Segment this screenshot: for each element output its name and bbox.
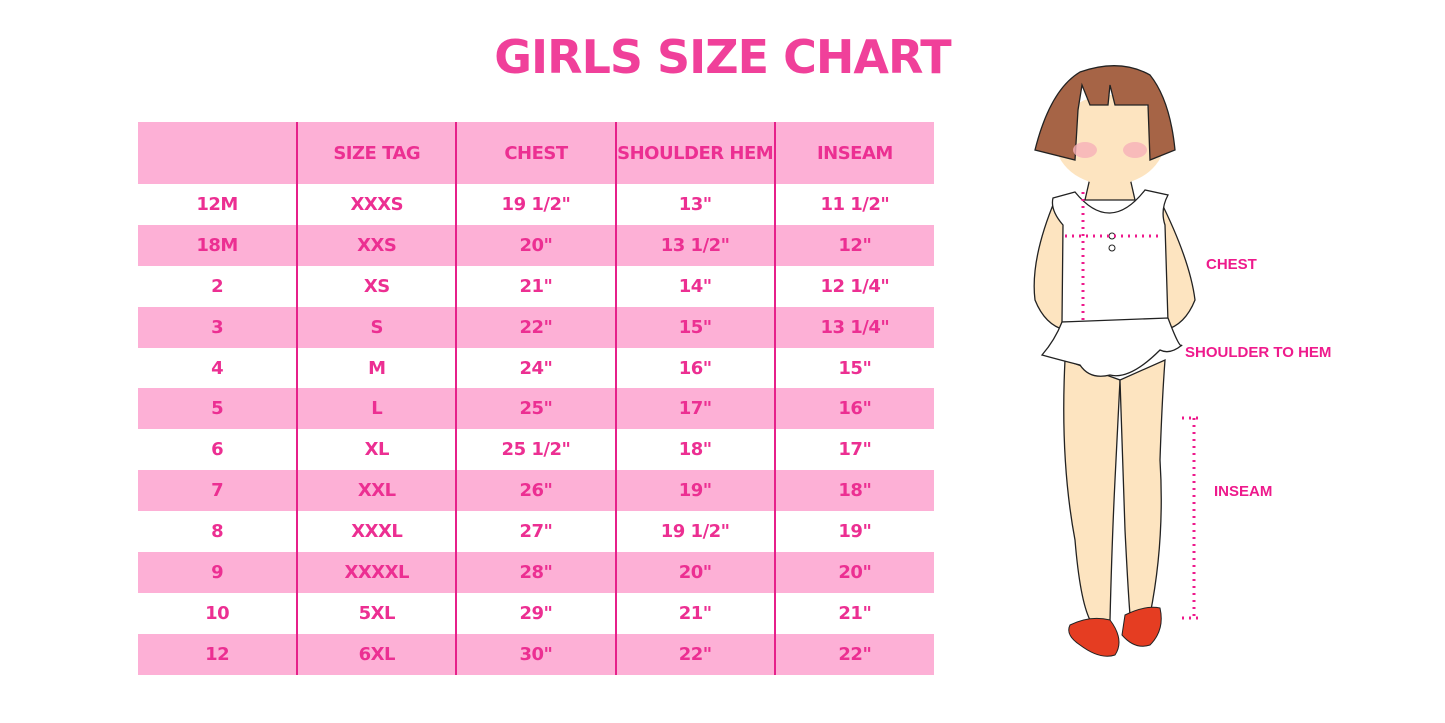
table-cell: 21" (614, 592, 775, 634)
column-header: SIZE TAG (296, 122, 457, 184)
table-cell: 29" (455, 592, 616, 634)
table-cell: 19 1/2" (455, 184, 616, 225)
table-cell: 2 (211, 275, 224, 297)
table-cell: 15" (614, 306, 775, 348)
table-cell: L (296, 388, 457, 430)
table-row: 12 6XL 30" 22" 22" (138, 633, 934, 675)
table-row: 3 S 22" 15" 13 1/4" (138, 306, 934, 348)
table-cell: 16" (773, 388, 934, 430)
table-cell: M (296, 347, 457, 389)
column-header: CHEST (455, 122, 616, 184)
table-cell: 7 (211, 480, 224, 502)
table-cell: 13" (614, 184, 775, 225)
table-cell: 24" (455, 347, 616, 389)
table-cell: XXS (296, 224, 457, 266)
table-row: 5 L 25" 17" 16" (138, 388, 934, 430)
table-cell: 21" (773, 592, 934, 634)
table-cell: 12 (205, 643, 230, 665)
table-cell: 21" (455, 265, 616, 307)
table-cell: 16" (614, 347, 775, 389)
chest-label: CHEST (1206, 256, 1257, 273)
table-cell: 26" (455, 470, 616, 512)
table-cell: 28" (455, 552, 616, 593)
table-header-row: SIZE TAG CHEST SHOULDER HEM INSEAM (138, 122, 934, 184)
table-cell: XXXL (296, 511, 457, 553)
column-header (138, 122, 297, 184)
table-cell: 22" (455, 306, 616, 348)
table-cell: 6 (211, 439, 224, 461)
table-row: 6 XL 25 1/2" 18" 17" (138, 429, 934, 471)
table-cell: 25 1/2" (455, 429, 616, 471)
table-cell: 22" (614, 633, 775, 675)
page-title: GIRLS SIZE CHART (494, 30, 951, 84)
table-row: 10 5XL 29" 21" 21" (138, 592, 934, 634)
table-cell: 20" (455, 224, 616, 266)
table-cell: 19" (614, 470, 775, 512)
table-row: 9 XXXXL 28" 20" 20" (138, 552, 934, 593)
table-row: 12M XXXS 19 1/2" 13" 11 1/2" (138, 184, 934, 225)
table-cell: 5XL (296, 592, 457, 634)
girl-figure-icon (1033, 65, 1202, 657)
table-cell: S (296, 306, 457, 348)
table-cell: 14" (614, 265, 775, 307)
table-cell: 10 (205, 602, 230, 624)
table-cell: 4 (211, 357, 224, 379)
table-cell: 25" (455, 388, 616, 430)
table-cell: 17" (773, 429, 934, 471)
table-cell: 13 1/2" (614, 224, 775, 266)
table-cell: 30" (455, 633, 616, 675)
table-cell: 20" (773, 552, 934, 593)
table-cell: 27" (455, 511, 616, 553)
girl-measurement-illustration: CHEST SHOULDER TO HEM INSEAM (1020, 60, 1380, 674)
table-cell: 9 (211, 561, 224, 583)
table-cell: 12M (196, 193, 238, 215)
table-cell: XXL (296, 470, 457, 512)
table-cell: 18" (614, 429, 775, 471)
table-row: 8 XXXL 27" 19 1/2" 19" (138, 511, 934, 553)
column-header: SHOULDER HEM (614, 122, 775, 184)
table-cell: 5 (211, 398, 224, 420)
table-row: 18M XXS 20" 13 1/2" 12" (138, 224, 934, 266)
table-row: 4 M 24" 16" 15" (138, 347, 934, 389)
table-cell: XS (296, 265, 457, 307)
table-cell: 12 1/4" (773, 265, 934, 307)
table-cell: 19 1/2" (614, 511, 775, 553)
size-table: SIZE TAG CHEST SHOULDER HEM INSEAM 12M XXXS 1… (138, 122, 934, 675)
table-cell: 18" (773, 470, 934, 512)
table-row: 7 XXL 26" 19" 18" (138, 470, 934, 512)
table-cell: 18M (196, 234, 238, 256)
column-header: INSEAM (773, 122, 934, 184)
table-cell: 17" (614, 388, 775, 430)
table-cell: 22" (773, 633, 934, 675)
table-cell: 12" (773, 224, 934, 266)
table-cell: 20" (614, 552, 775, 593)
table-cell: 8 (211, 521, 224, 543)
table-cell: 13 1/4" (773, 306, 934, 348)
table-cell: 6XL (296, 633, 457, 675)
table-cell: XL (296, 429, 457, 471)
table-cell: 11 1/2" (773, 184, 934, 225)
table-cell: 15" (773, 347, 934, 389)
table-cell: 19" (773, 511, 934, 553)
inseam-label: INSEAM (1214, 483, 1273, 500)
table-cell: XXXS (296, 184, 457, 225)
table-cell: XXXXL (296, 552, 457, 593)
table-row: 2 XS 21" 14" 12 1/4" (138, 265, 934, 307)
table-cell: 3 (211, 316, 224, 338)
shoulder-to-hem-label: SHOULDER TO HEM (1185, 344, 1332, 361)
